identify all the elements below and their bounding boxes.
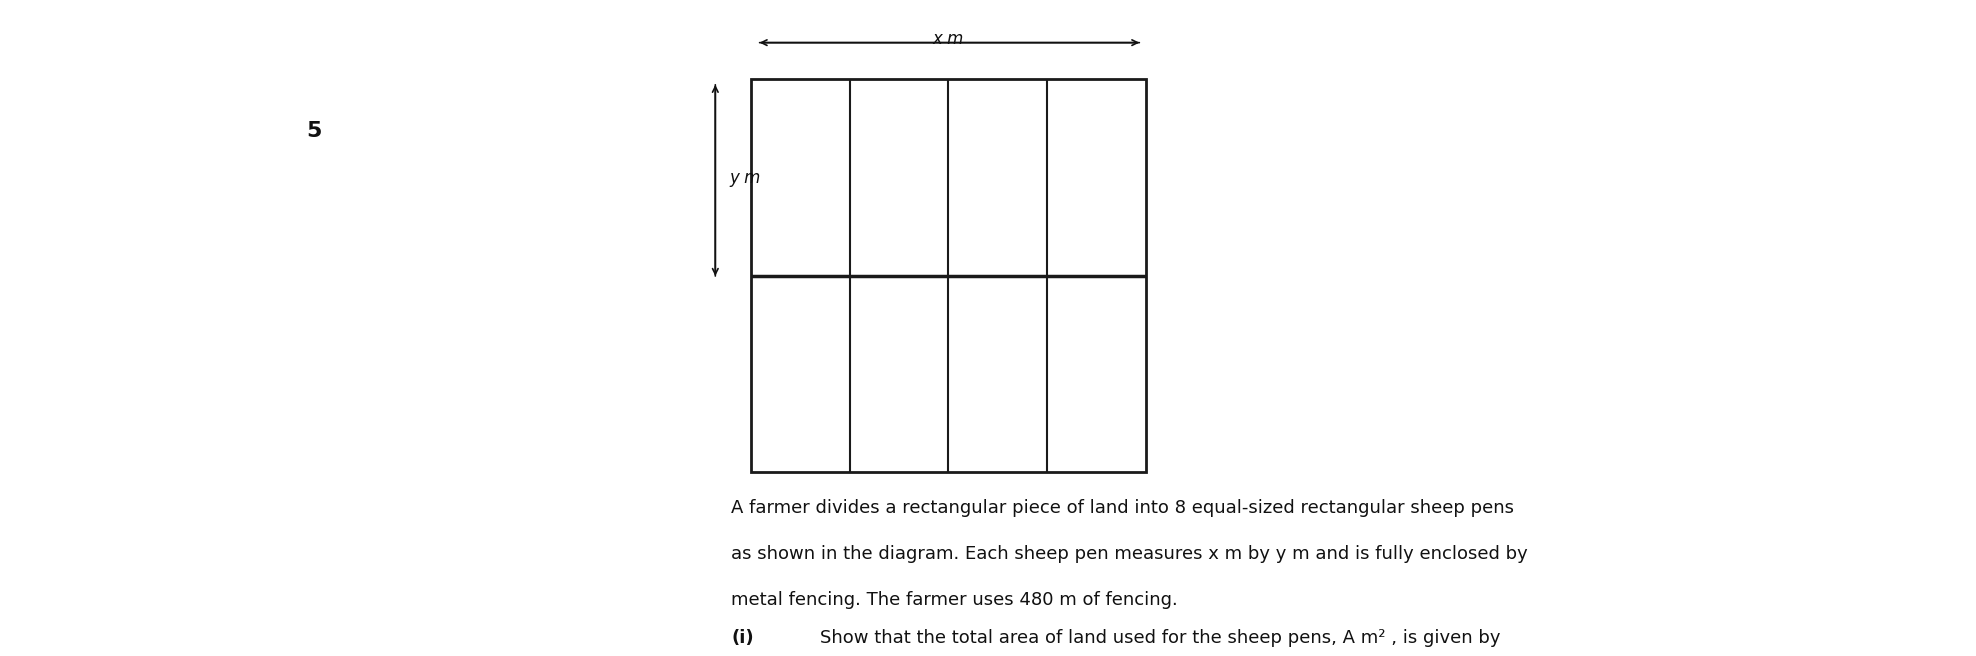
Text: Show that the total area of land used for the sheep pens, A m² , is given by: Show that the total area of land used fo… [820, 628, 1500, 647]
Text: as shown in the diagram. Each sheep pen measures x m by y m and is fully enclose: as shown in the diagram. Each sheep pen … [731, 545, 1527, 564]
Bar [751, 79, 1146, 472]
Text: metal fencing. The farmer uses 480 m of fencing.: metal fencing. The farmer uses 480 m of … [731, 591, 1178, 609]
Text: 5: 5 [306, 121, 322, 141]
Text: (i): (i) [731, 628, 753, 647]
Text: y m: y m [729, 169, 761, 188]
Text: x m: x m [933, 30, 964, 49]
Text: A farmer divides a rectangular piece of land into 8 equal-sized rectangular shee: A farmer divides a rectangular piece of … [731, 499, 1514, 518]
